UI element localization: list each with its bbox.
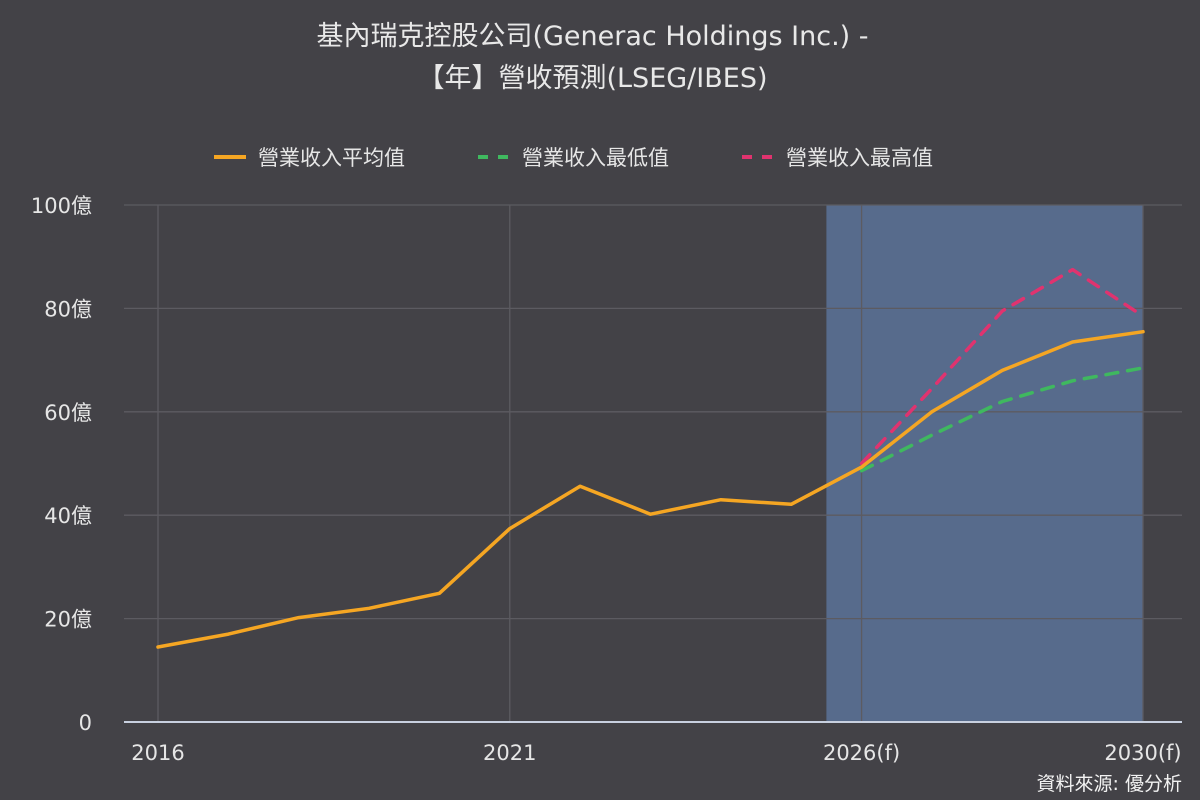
legend-swatch-average	[214, 155, 246, 159]
y-tick-label: 0	[79, 711, 92, 735]
x-tick-label: 2016	[131, 741, 184, 765]
chart-title-line1: 基內瑞克控股公司(Generac Holdings Inc.) -	[316, 21, 869, 52]
y-tick-label: 100億	[31, 194, 92, 218]
x-tick-label: 2030(f)	[1104, 741, 1181, 765]
legend-item-average[interactable]: 營業收入平均值	[214, 142, 405, 172]
y-tick-label: 60億	[44, 401, 92, 425]
series-line-average	[156, 329, 1145, 649]
series-line-low	[859, 366, 1145, 473]
series-line-high	[859, 267, 1145, 466]
y-tick-label: 80億	[44, 297, 92, 321]
y-tick-label: 40億	[44, 504, 92, 528]
legend-swatch-low	[478, 155, 510, 159]
legend-item-low[interactable]: 營業收入最低值	[478, 142, 669, 172]
forecast-band	[826, 205, 1143, 722]
legend-label-average: 營業收入平均值	[258, 146, 405, 170]
source-note: 資料來源: 優分析	[1036, 773, 1182, 795]
chart-title-line2: 【年】營收預測(LSEG/IBES)	[417, 63, 768, 94]
x-tick-label: 2026(f)	[823, 741, 900, 765]
legend-label-low: 營業收入最低值	[522, 146, 669, 170]
x-tick-label: 2021	[483, 741, 536, 765]
legend-label-high: 營業收入最高值	[786, 146, 933, 170]
legend-swatch-high	[742, 155, 774, 159]
legend-item-high[interactable]: 營業收入最高值	[742, 142, 933, 172]
y-tick-label: 20億	[44, 608, 92, 632]
